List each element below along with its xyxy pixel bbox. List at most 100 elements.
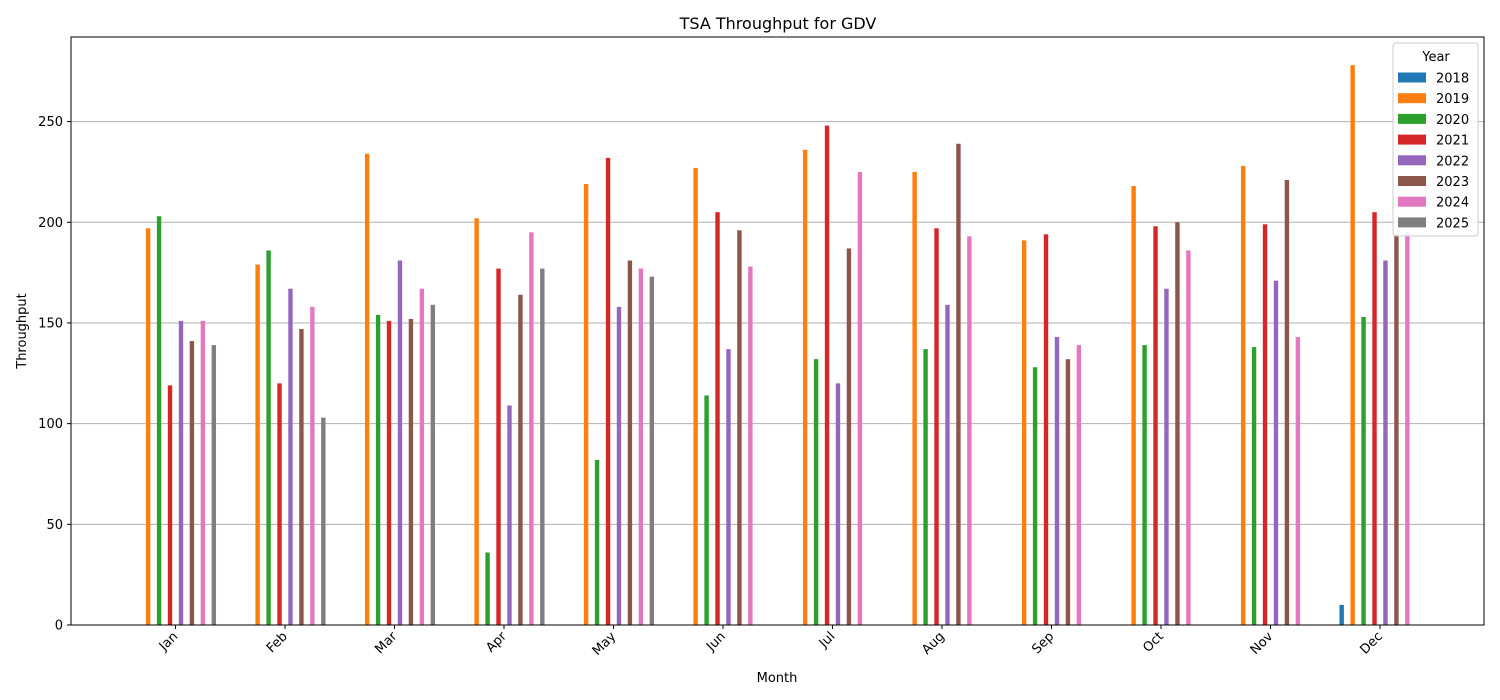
- bar-2025-apr: [540, 268, 545, 625]
- x-tick-label: Aug: [919, 629, 948, 658]
- bar-2019-feb: [255, 264, 260, 625]
- bar-2022-mar: [397, 260, 403, 625]
- bar-2020-oct: [1142, 345, 1147, 625]
- x-tick-label: Dec: [1357, 629, 1385, 657]
- plot-frame: [70, 36, 1485, 626]
- bar-2024-nov: [1295, 337, 1301, 625]
- bar-2024-dec: [1405, 232, 1410, 625]
- bar-2020-may: [594, 459, 600, 625]
- legend-label-2021: 2021: [1436, 134, 1469, 149]
- bar-2023-sep: [1065, 359, 1071, 625]
- bar-2019-oct: [1131, 186, 1136, 625]
- legend-label-2024: 2024: [1436, 196, 1469, 211]
- bar-2023-oct: [1175, 222, 1180, 626]
- y-tick-label: 50: [46, 518, 63, 533]
- x-tick-label: Apr: [483, 629, 510, 656]
- x-tick-label: Jul: [816, 629, 838, 651]
- legend-label-2019: 2019: [1436, 92, 1469, 107]
- bar-2024-apr: [529, 232, 534, 625]
- legend-title: Year: [1421, 50, 1450, 65]
- bar-2021-may: [605, 157, 611, 626]
- bar-2022-apr: [507, 405, 512, 625]
- x-axis-title: Month: [757, 671, 798, 686]
- x-tick-label: Feb: [264, 629, 291, 656]
- bar-2023-aug: [956, 143, 961, 626]
- x-axis: Jan Feb Mar Apr May Jun Jul Aug Sep Oct Nov Dec: [156, 625, 1386, 659]
- bar-2023-jun: [737, 230, 742, 625]
- bar-2024-mar: [419, 288, 425, 625]
- bar-2024-jul: [857, 171, 863, 626]
- bar-2023-apr: [518, 294, 523, 625]
- bar-2021-apr: [496, 268, 501, 625]
- y-tick-label: 250: [38, 115, 63, 130]
- bar-2021-mar: [386, 320, 392, 625]
- y-tick-label: 100: [38, 417, 63, 432]
- bar-2020-dec: [1361, 316, 1366, 625]
- x-tick-label: Sep: [1029, 629, 1057, 657]
- bar-2019-jun: [693, 167, 698, 625]
- y-tick-label: 150: [38, 316, 63, 331]
- y-tick-label: 200: [38, 216, 63, 231]
- legend-swatch-2024: [1398, 196, 1426, 207]
- y-tick-label: 0: [55, 619, 63, 634]
- bar-2020-jan: [156, 216, 162, 625]
- bar-2020-jul: [813, 359, 819, 625]
- bar-2019-apr: [474, 218, 479, 625]
- bar-2021-feb: [277, 383, 282, 625]
- bar-2023-jan: [189, 341, 195, 625]
- bar-2021-oct: [1153, 226, 1158, 626]
- legend-label-2020: 2020: [1436, 113, 1469, 128]
- bar-2025-jan: [211, 345, 217, 625]
- legend: Year 2018 2019 2020 2021 2022 2023 2024 2025: [1392, 42, 1479, 237]
- bar-2021-jan: [167, 385, 173, 625]
- x-tick-label: Jan: [156, 629, 181, 654]
- bar-2019-aug: [912, 171, 917, 626]
- bar-2022-jun: [726, 349, 731, 625]
- bar-2023-mar: [408, 318, 414, 625]
- bar-2021-sep: [1043, 234, 1049, 625]
- legend-swatch-2022: [1398, 155, 1426, 166]
- bar-2022-oct: [1164, 288, 1169, 625]
- bar-2022-dec: [1383, 260, 1388, 625]
- legend-swatch-2023: [1398, 176, 1426, 186]
- bar-2024-feb: [310, 306, 315, 625]
- x-tick-label: Jun: [703, 629, 729, 655]
- bar-2024-may: [638, 268, 644, 625]
- legend-label-2025: 2025: [1436, 216, 1469, 231]
- bar-2019-sep: [1021, 240, 1027, 626]
- x-tick-label: May: [590, 629, 620, 659]
- bar-2020-nov: [1251, 347, 1257, 625]
- legend-box: [1392, 42, 1479, 237]
- bar-2019-jul: [802, 149, 808, 625]
- bar-2024-oct: [1186, 250, 1191, 625]
- bar-2022-jul: [835, 383, 841, 625]
- bar-2021-jul: [824, 125, 830, 626]
- bar-2025-feb: [321, 417, 326, 625]
- bar-2020-jun: [704, 395, 709, 625]
- grid-lines: [71, 121, 1484, 525]
- bar-2022-feb: [288, 288, 293, 625]
- y-axis-title: Throughput: [15, 293, 30, 370]
- chart-title: TSA Throughput for GDV: [679, 14, 877, 33]
- bar-2019-jan: [145, 228, 151, 625]
- legend-label-2022: 2022: [1436, 154, 1469, 169]
- bar-2024-jan: [200, 320, 206, 625]
- bar-2025-mar: [430, 304, 436, 625]
- bars: [145, 65, 1410, 626]
- bar-2020-sep: [1032, 367, 1038, 625]
- bar-2021-jun: [715, 212, 720, 626]
- bar-2024-sep: [1076, 345, 1082, 625]
- bar-2020-aug: [923, 349, 928, 625]
- legend-swatch-2021: [1398, 134, 1426, 145]
- bar-2021-dec: [1372, 212, 1377, 626]
- bar-2024-jun: [748, 266, 753, 625]
- bar-2022-jan: [178, 320, 184, 625]
- bar-2023-nov: [1284, 179, 1290, 625]
- bar-2019-mar: [364, 153, 370, 625]
- bar-2023-feb: [299, 328, 304, 625]
- bar-2020-apr: [485, 552, 490, 625]
- bar-2020-feb: [266, 250, 271, 625]
- legend-swatch-2018: [1398, 72, 1426, 83]
- bar-2023-jul: [846, 248, 852, 625]
- bar-2022-nov: [1273, 280, 1279, 625]
